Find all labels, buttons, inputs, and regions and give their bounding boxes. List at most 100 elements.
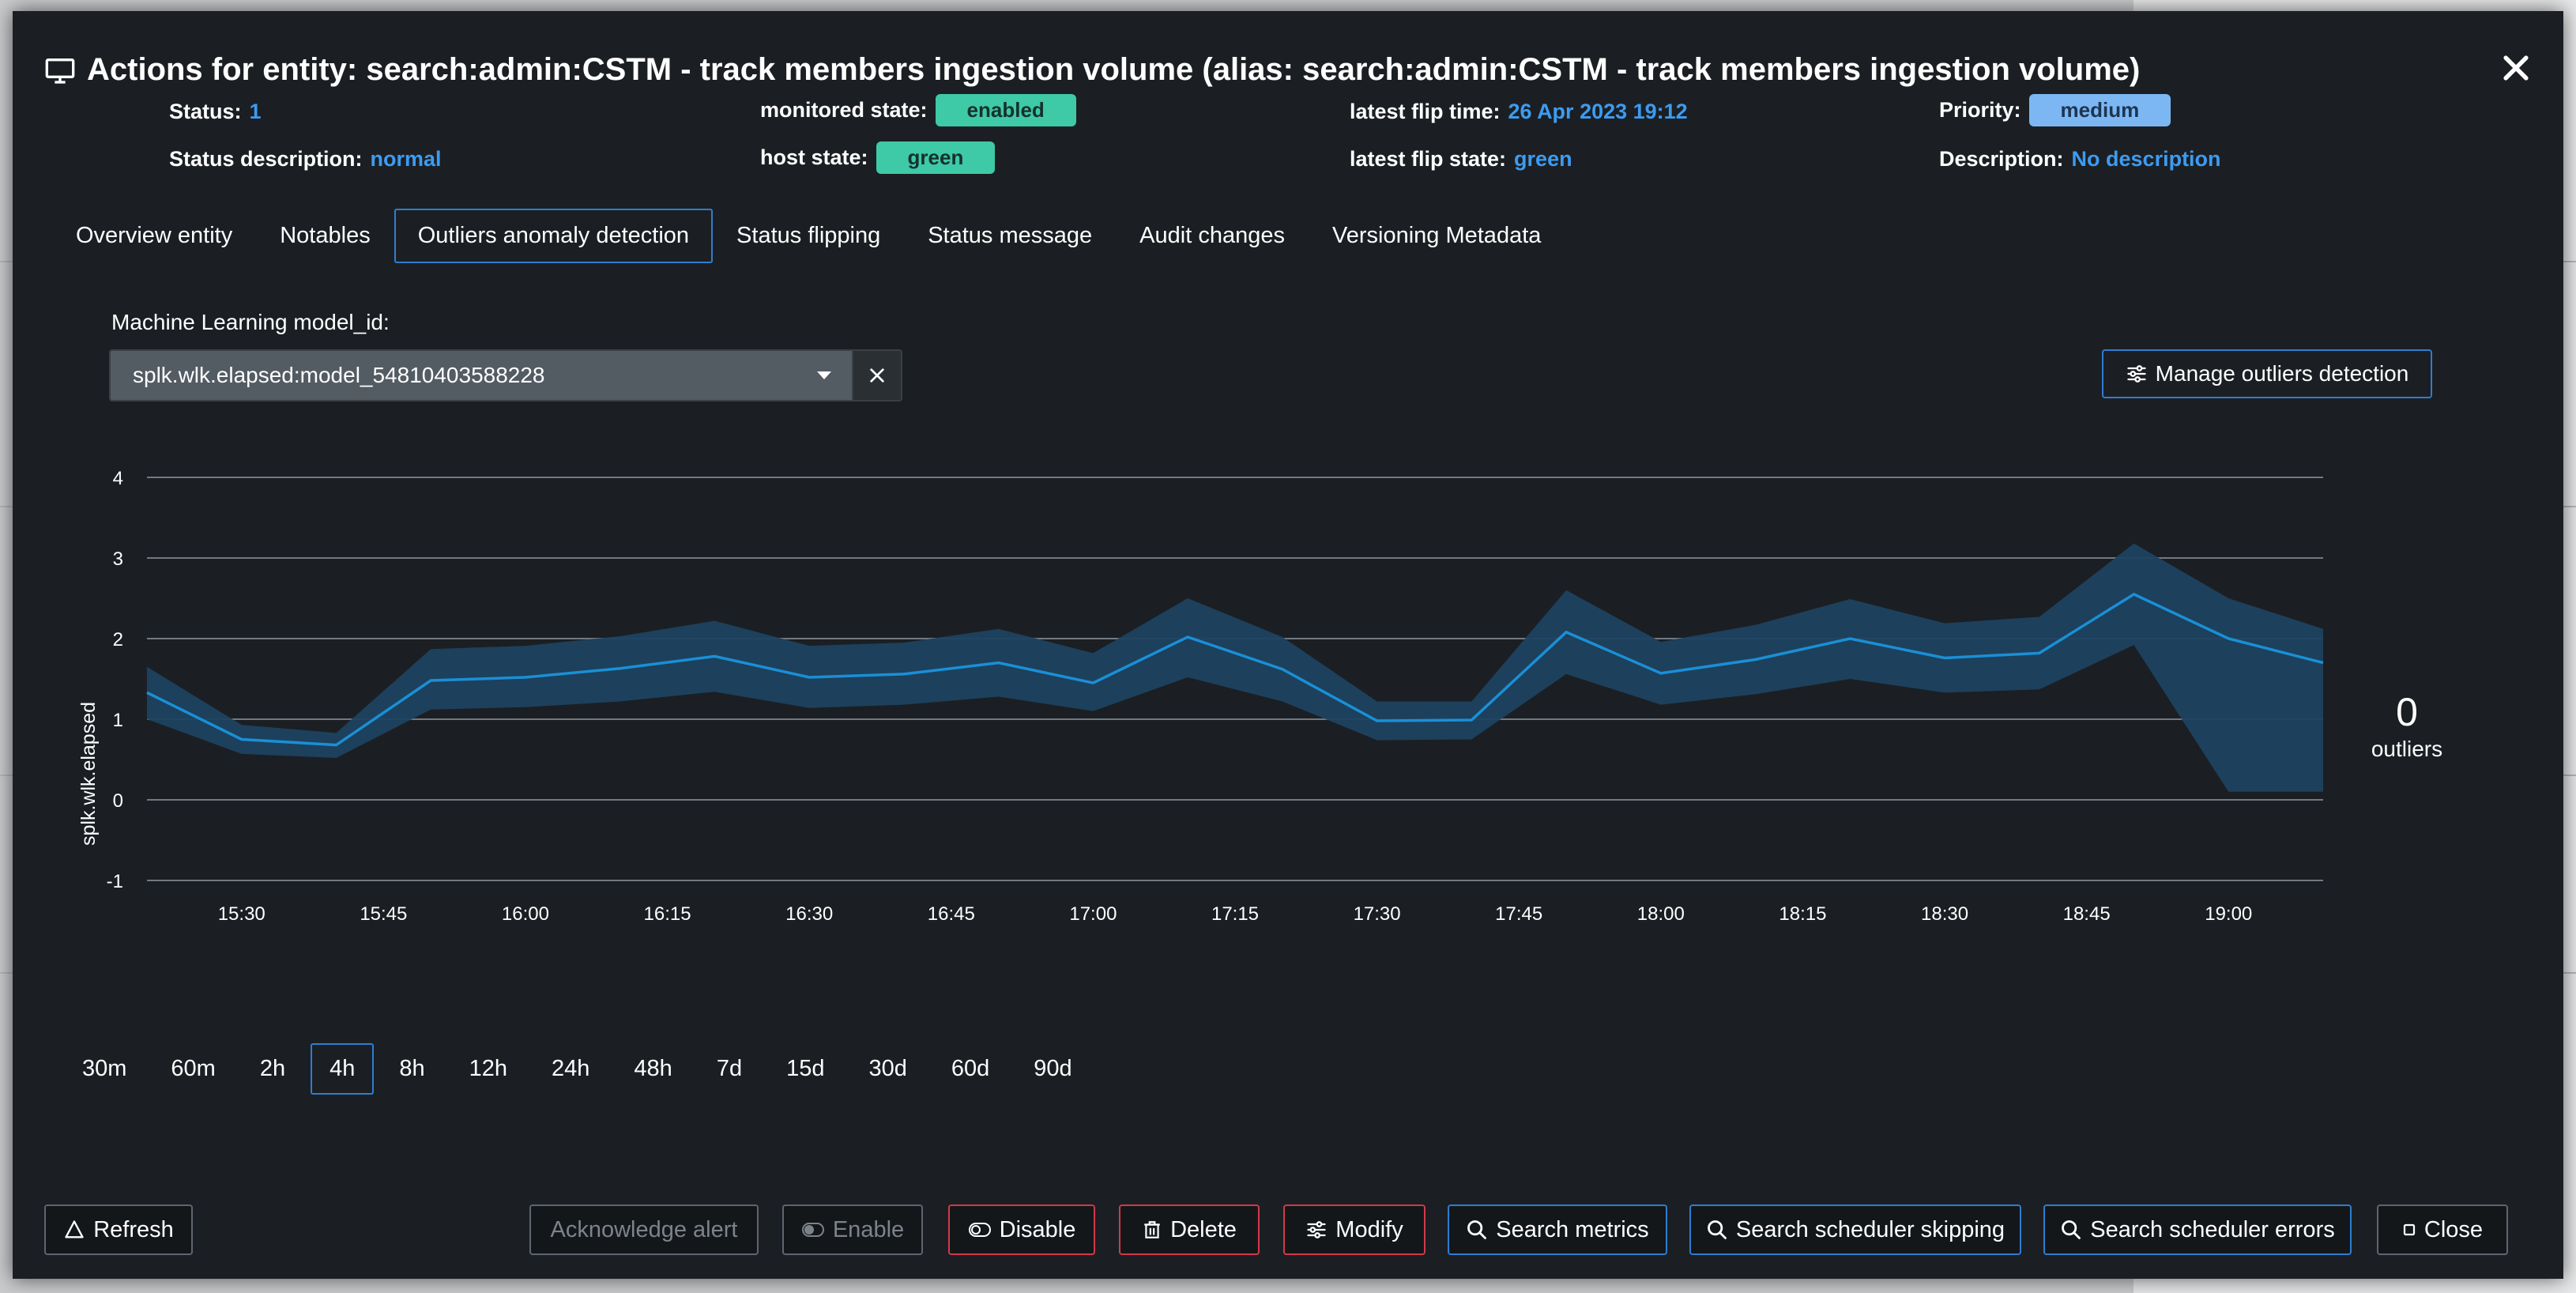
search-scheduler-skipping-label: Search scheduler skipping [1735,1216,2005,1242]
time-range-48h[interactable]: 48h [634,1056,672,1081]
monitored-state-label: monitored state: [760,98,928,122]
model-id-label: Machine Learning model_id: [111,310,390,334]
modify-button[interactable]: Modify [1283,1204,1425,1255]
x-tick-label: 18:15 [1779,903,1826,925]
monitor-icon [45,58,75,84]
enable-label: Enable [832,1216,905,1242]
time-range-2h[interactable]: 2h [259,1056,286,1081]
time-range-60m[interactable]: 60m [171,1056,216,1081]
confidence-band [147,543,2323,792]
tab-status-flipping[interactable]: Status flipping [736,223,881,248]
priority-field: Priority: medium [1939,94,2171,126]
time-range-8h[interactable]: 8h [399,1056,425,1081]
tab-status-message[interactable]: Status message [928,223,1093,248]
close-icon[interactable] [2499,51,2533,85]
host-state-label: host state: [760,145,868,169]
refresh-label: Refresh [93,1216,174,1242]
sliders-icon [1307,1221,1326,1238]
manage-outliers-detection-button[interactable]: Manage outliers detection [2102,349,2432,398]
monitored-state-badge: enabled [935,94,1076,126]
model-id-select[interactable]: splk.wlk.elapsed:model_54810403588228 [109,349,902,401]
search-icon [1467,1220,1487,1239]
y-axis-label: splk.wlk.elapsed [77,702,100,846]
time-range-7d[interactable]: 7d [716,1056,743,1081]
refresh-button[interactable]: Refresh [44,1204,193,1255]
entity-actions-modal: Actions for entity: search:admin:CSTM - … [13,11,2563,1279]
outliers-chart: 4 3 2 1 0 -1 15:30 15:45 16:00 16:15 16:30 16:45 17:… [77,468,2324,925]
toggle-icon [801,1223,824,1237]
priority-badge: medium [2028,94,2171,126]
x-tick-label: 17:45 [1495,903,1542,925]
status-value: 1 [249,100,262,123]
modal-header: Actions for entity: search:admin:CSTM - … [44,52,2140,88]
tab-outliers-anomaly-detection[interactable]: Outliers anomaly detection [394,209,714,263]
tab-versioning-metadata[interactable]: Versioning Metadata [1331,223,1542,248]
time-range-15d[interactable]: 15d [786,1056,825,1081]
acknowledge-alert-button[interactable]: Acknowledge alert [529,1204,759,1255]
modal-title: Actions for entity: search:admin:CSTM - … [87,52,2141,87]
outliers-count: 0 [2396,690,2418,734]
latest-flip-state-field: latest flip state: green [1350,147,1572,172]
tab-notables[interactable]: Notables [280,223,371,248]
time-range-4h[interactable]: 4h [311,1043,375,1095]
latest-flip-state-value: green [1514,147,1572,171]
x-tick-label: 17:15 [1211,903,1259,925]
search-icon [2062,1220,2081,1239]
trash-icon [1144,1221,1160,1238]
status-description-field: Status description: normal [169,147,442,172]
delete-label: Delete [1170,1216,1237,1242]
search-scheduler-skipping-button[interactable]: Search scheduler skipping [1689,1204,2021,1255]
host-state-badge: green [876,141,996,174]
close-label: Close [2423,1216,2484,1242]
tab-bar: Overview entity Notables Outliers anomal… [52,209,1565,263]
x-tick-label: 16:30 [785,903,833,925]
x-tick-label: 15:30 [218,903,266,925]
x-tick-label: 15:45 [360,903,407,925]
enable-button[interactable]: Enable [782,1204,923,1255]
status-label: Status: [169,100,242,123]
x-tick-label: 17:30 [1354,903,1401,925]
tab-overview-entity[interactable]: Overview entity [76,223,233,248]
status-description-value: normal [370,147,442,171]
square-icon [2403,1223,2416,1236]
time-range-30d[interactable]: 30d [868,1056,907,1081]
y-tick-label: 1 [113,710,123,731]
host-state-field: host state: green [760,141,996,174]
search-scheduler-errors-button[interactable]: Search scheduler errors [2043,1204,2352,1255]
tab-audit-changes[interactable]: Audit changes [1139,223,1285,248]
search-icon [1708,1220,1727,1239]
status-description-label: Status description: [169,147,363,171]
time-range-90d[interactable]: 90d [1034,1056,1072,1081]
latest-flip-state-label: latest flip state: [1350,147,1507,171]
delete-button[interactable]: Delete [1119,1204,1260,1255]
latest-flip-time-field: latest flip time: 26 Apr 2023 19:12 [1350,100,1688,124]
y-tick-label: 3 [113,548,123,570]
acknowledge-alert-label: Acknowledge alert [550,1216,738,1242]
x-tick-label: 19:00 [2205,903,2252,925]
chevron-down-icon [817,371,831,379]
time-range-30m[interactable]: 30m [82,1056,127,1081]
monitored-state-field: monitored state: enabled [760,94,1076,126]
y-tick-label: 0 [113,790,123,812]
clear-selection-button[interactable] [852,351,901,400]
y-tick-label: 4 [113,468,123,489]
time-range-12h[interactable]: 12h [469,1056,508,1081]
model-id-value[interactable]: splk.wlk.elapsed:model_54810403588228 [111,351,852,400]
search-metrics-button[interactable]: Search metrics [1448,1204,1667,1255]
time-range-24h[interactable]: 24h [552,1056,590,1081]
x-tick-label: 16:15 [644,903,691,925]
disable-button[interactable]: Disable [948,1204,1095,1255]
modify-label: Modify [1335,1216,1403,1242]
disable-label: Disable [999,1216,1076,1242]
x-tick-label: 18:00 [1637,903,1685,925]
model-id-text: splk.wlk.elapsed:model_54810403588228 [133,363,545,387]
x-tick-label: 18:30 [1921,903,1968,925]
description-field: Description: No description [1939,147,2221,172]
series-line [146,592,2324,747]
latest-flip-time-label: latest flip time: [1350,100,1501,123]
search-scheduler-errors-label: Search scheduler errors [2090,1216,2335,1242]
description-label: Description: [1939,147,2064,171]
time-range-60d[interactable]: 60d [951,1056,990,1081]
close-button[interactable]: Close [2377,1204,2508,1255]
clear-icon [870,368,884,383]
